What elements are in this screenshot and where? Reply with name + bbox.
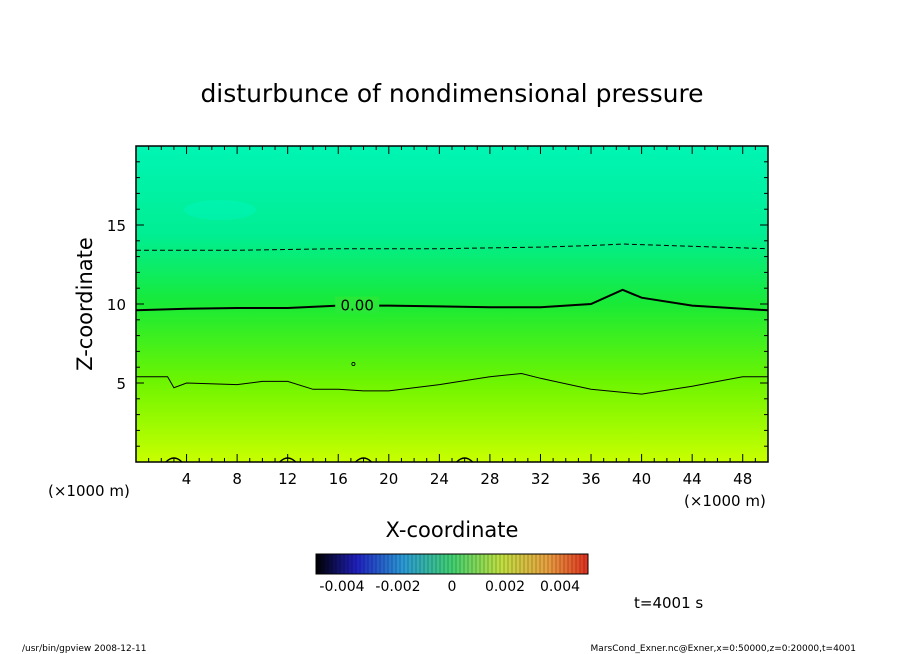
x-tick-label: 36 xyxy=(581,470,600,488)
x-tick-label: 48 xyxy=(733,470,752,488)
colorbar-tick-label: -0.002 xyxy=(375,579,420,595)
contour-label: 0.00 xyxy=(340,297,373,315)
colorbar-labels: -0.004 -0.002 0 0.002 0.004 xyxy=(319,579,580,595)
contour-lines xyxy=(135,243,769,463)
footer-right: MarsCond_Exner.nc@Exner,x=0:50000,z=0:20… xyxy=(591,644,856,654)
axis-ticks xyxy=(135,145,769,463)
y-axis-label: Z-coordinate xyxy=(73,237,97,371)
x-tick-label: 12 xyxy=(278,470,297,488)
x-tick-label: 4 xyxy=(182,470,192,488)
x-tick-labels: 4 8 12 16 20 24 28 32 36 40 44 48 xyxy=(182,470,752,488)
x-unit-right: (×1000 m) xyxy=(684,492,766,510)
x-tick-label: 24 xyxy=(430,470,449,488)
y-tick-label: 10 xyxy=(107,296,126,314)
x-tick-label: 16 xyxy=(329,470,348,488)
contour-dot xyxy=(351,362,356,367)
x-tick-label: 32 xyxy=(531,470,550,488)
y-tick-label: 5 xyxy=(116,375,126,393)
x-tick-label: 44 xyxy=(683,470,702,488)
y-tick-labels: 5 10 15 xyxy=(107,217,126,393)
contour-0 xyxy=(135,288,769,312)
colorbar-tick-label: 0.004 xyxy=(540,579,580,595)
x-tick-label: 40 xyxy=(632,470,651,488)
colorbar-tick-label: 0.002 xyxy=(485,579,525,595)
x-axis-label: X-coordinate xyxy=(386,518,519,542)
field-highlight xyxy=(184,200,256,220)
y-tick-label: 15 xyxy=(107,217,126,235)
colorbar-tick-label: 0 xyxy=(448,579,457,595)
x-tick-label: 20 xyxy=(379,470,398,488)
contour-2 xyxy=(136,372,768,395)
colorbar-tick-label: -0.004 xyxy=(319,579,364,595)
chart-title: disturbunce of nondimensional pressure xyxy=(200,79,703,108)
x-tick-label: 28 xyxy=(480,470,499,488)
plot-field xyxy=(136,146,768,462)
contour-1 xyxy=(136,243,769,251)
colorbar-stripes xyxy=(319,554,585,574)
footer-left: /usr/bin/gpview 2008-12-11 xyxy=(22,644,146,654)
contour-label-bg xyxy=(335,296,380,314)
x-unit-left: (×1000 m) xyxy=(48,482,130,500)
x-tick-label: 8 xyxy=(232,470,242,488)
time-label: t=4001 s xyxy=(634,594,703,612)
